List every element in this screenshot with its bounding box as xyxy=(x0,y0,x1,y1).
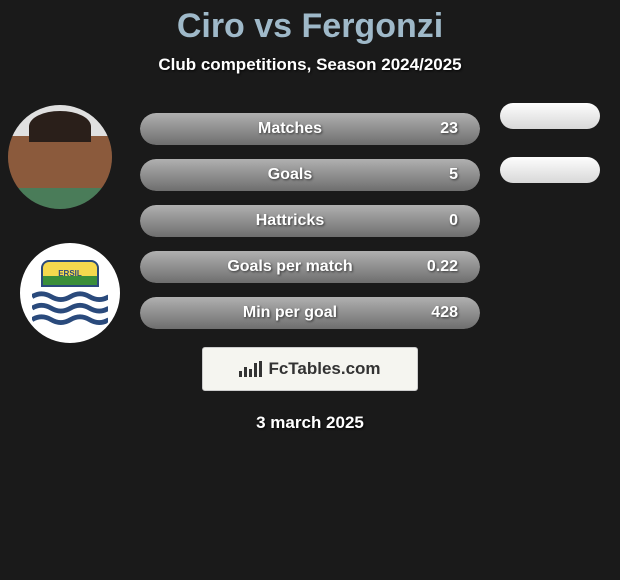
watermark: FcTables.com xyxy=(202,347,418,391)
club-logo: ERSIL xyxy=(20,243,120,343)
stat-row: Matches23 xyxy=(140,113,480,145)
stat-value: 0.22 xyxy=(418,258,458,276)
player-avatar xyxy=(8,105,112,209)
stat-value: 0 xyxy=(418,212,458,230)
stat-label: Hattricks xyxy=(162,212,418,230)
chart-icon xyxy=(239,361,262,377)
stat-label: Min per goal xyxy=(162,304,418,322)
watermark-text: FcTables.com xyxy=(268,359,380,379)
avatar-hair xyxy=(29,111,91,142)
stat-row: Goals5 xyxy=(140,159,480,191)
avatar-face xyxy=(8,105,112,209)
club-logo-label: ERSIL xyxy=(41,260,99,287)
stat-label: Matches xyxy=(162,120,418,138)
footer-date: 3 march 2025 xyxy=(0,413,620,433)
stat-row: Goals per match0.22 xyxy=(140,251,480,283)
opponent-pill xyxy=(500,157,600,183)
opponent-pill xyxy=(500,103,600,129)
subtitle: Club competitions, Season 2024/2025 xyxy=(0,55,620,75)
stat-value: 428 xyxy=(418,304,458,322)
stats-area: ERSIL Matches23 Goals5 Hattricks0 Goals per… xyxy=(0,113,620,433)
stat-label: Goals xyxy=(162,166,418,184)
right-pills xyxy=(500,103,600,183)
stat-value: 23 xyxy=(418,120,458,138)
stat-row: Hattricks0 xyxy=(140,205,480,237)
club-logo-waves xyxy=(32,289,109,327)
stat-value: 5 xyxy=(418,166,458,184)
stat-row: Min per goal428 xyxy=(140,297,480,329)
page-title: Ciro vs Fergonzi xyxy=(0,8,620,45)
stat-label: Goals per match xyxy=(162,258,418,276)
